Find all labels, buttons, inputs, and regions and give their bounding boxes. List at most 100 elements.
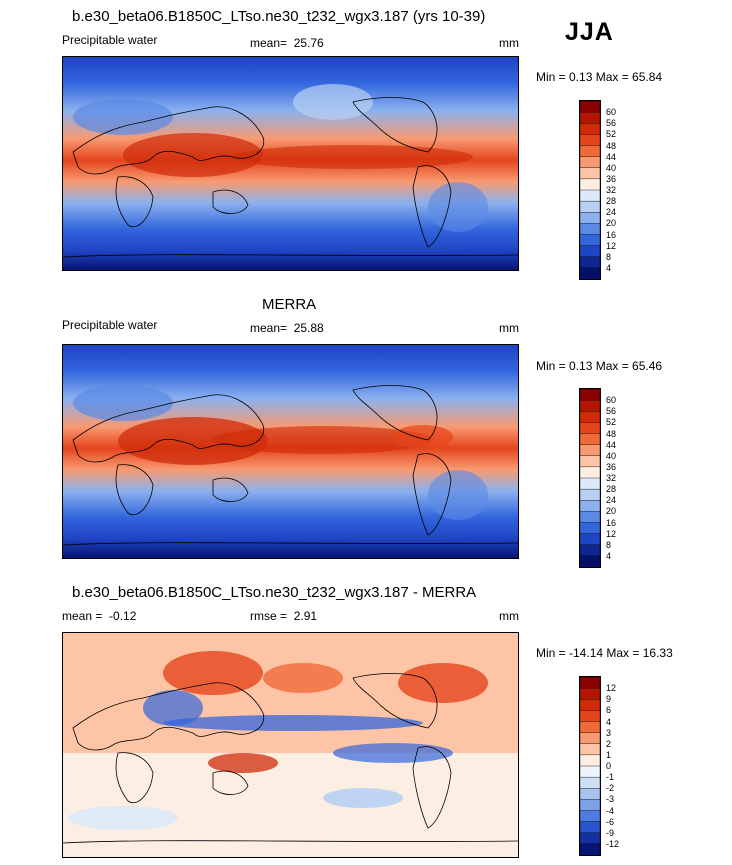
colorbar-swatch — [580, 433, 600, 446]
panel1-colorbar — [579, 100, 601, 280]
colorbar-tick-label: 0 — [606, 761, 612, 771]
colorbar-tick-label: -3 — [606, 794, 615, 805]
colorbar-tick-label: 60 — [606, 107, 617, 118]
colorbar-swatch — [580, 776, 600, 789]
panel2-map — [62, 344, 519, 559]
colorbar-swatch — [580, 444, 600, 457]
panel1-mean-value: 25.76 — [293, 36, 324, 50]
colorbar-tick-label: -1 — [606, 772, 615, 783]
colorbar-swatch — [580, 223, 600, 236]
colorbar-tick-label: 36 — [606, 461, 617, 472]
panel3-mean-value: -0.12 — [109, 609, 137, 623]
colorbar-swatch — [580, 455, 600, 468]
colorbar-swatch — [580, 389, 600, 401]
colorbar-swatch — [580, 477, 600, 490]
panel1-mean-label: mean= — [250, 36, 288, 50]
colorbar-tick-label: 9 — [606, 694, 612, 705]
panel3-colorbar — [579, 676, 601, 856]
colorbar-tick-label: 48 — [606, 428, 617, 439]
colorbar-swatch — [580, 256, 600, 269]
panel1-map — [62, 56, 519, 271]
colorbar-tick-label: 3 — [606, 727, 612, 738]
colorbar-tick-label: 52 — [606, 417, 617, 428]
colorbar-tick-label: 40 — [606, 162, 617, 173]
colorbar-swatch — [580, 488, 600, 501]
colorbar-swatch — [580, 145, 600, 158]
colorbar-tick-label: 6 — [606, 705, 612, 716]
panel2-colorbar — [579, 388, 601, 568]
colorbar-swatch — [580, 732, 600, 745]
colorbar-swatch — [580, 743, 600, 756]
colorbar-tick-label: 16 — [606, 229, 617, 240]
colorbar-swatch — [580, 821, 600, 834]
colorbar-tick-label: 28 — [606, 484, 617, 495]
colorbar-tick-label: 20 — [606, 506, 617, 517]
panel3-rmse-label: rmse = — [250, 609, 288, 623]
colorbar-tick-label: 40 — [606, 450, 617, 461]
colorbar-tick-label: -9 — [606, 827, 615, 838]
colorbar-swatch — [580, 212, 600, 224]
panel2-units: mm — [499, 321, 519, 335]
colorbar-tick-label: 44 — [606, 151, 617, 162]
colorbar-swatch — [580, 544, 600, 557]
colorbar-swatch — [580, 156, 600, 169]
colorbar-tick-label: 28 — [606, 196, 617, 207]
panel2-mean: mean= 25.88 — [250, 321, 324, 335]
colorbar-tick-label: 2 — [606, 738, 612, 749]
colorbar-tick-label: 8 — [606, 539, 612, 550]
colorbar-swatch — [580, 111, 600, 124]
panel1-title: b.e30_beta06.B1850C_LTso.ne30_t232_wgx3.… — [72, 8, 486, 25]
panel2-colorbar-swatches — [580, 389, 600, 567]
colorbar-swatch — [580, 399, 600, 412]
panel3-mean: mean = -0.12 — [62, 609, 136, 623]
colorbar-swatch — [580, 555, 600, 567]
colorbar-tick-label: 8 — [606, 251, 612, 262]
colorbar-swatch — [580, 533, 600, 546]
panel1-field-label: Precipitable water — [62, 33, 158, 47]
colorbar-tick-label: 12 — [606, 683, 617, 694]
colorbar-swatch — [580, 245, 600, 258]
colorbar-tick-label: 56 — [606, 406, 617, 417]
colorbar-swatch — [580, 411, 600, 423]
panel3-rmse-value: 2.91 — [293, 609, 318, 623]
colorbar-swatch — [580, 799, 600, 812]
colorbar-swatch — [580, 123, 600, 135]
panel3-mean-label: mean = — [62, 609, 103, 623]
panel1-minmax: Min = 0.13 Max = 65.84 — [536, 70, 663, 84]
colorbar-tick-label: 60 — [606, 395, 617, 406]
colorbar-tick-label: -2 — [606, 783, 615, 794]
colorbar-swatch — [580, 522, 600, 535]
colorbar-swatch — [580, 843, 600, 855]
colorbar-tick-label: 12 — [606, 528, 617, 539]
colorbar-swatch — [580, 687, 600, 700]
colorbar-swatch — [580, 422, 600, 435]
colorbar-tick-label: 4 — [606, 550, 612, 561]
colorbar-swatch — [580, 788, 600, 800]
colorbar-swatch — [580, 189, 600, 202]
colorbar-swatch — [580, 200, 600, 213]
colorbar-tick-label: 24 — [606, 495, 617, 506]
colorbar-swatch — [580, 721, 600, 734]
colorbar-swatch — [580, 178, 600, 191]
colorbar-swatch — [580, 234, 600, 247]
panel2-mean-value: 25.88 — [293, 321, 324, 335]
panel1-units: mm — [499, 36, 519, 50]
panel3-map — [62, 632, 519, 858]
colorbar-tick-label: 20 — [606, 218, 617, 229]
colorbar-swatch — [580, 101, 600, 113]
panel3-rmse: rmse = 2.91 — [250, 609, 317, 623]
colorbar-swatch — [580, 677, 600, 689]
colorbar-tick-label: 48 — [606, 140, 617, 151]
colorbar-tick-label: 32 — [606, 185, 617, 195]
colorbar-tick-label: 36 — [606, 173, 617, 184]
colorbar-tick-label: 12 — [606, 240, 617, 251]
colorbar-swatch — [580, 134, 600, 147]
colorbar-tick-label: -12 — [606, 838, 620, 849]
colorbar-tick-label: 44 — [606, 439, 617, 450]
colorbar-swatch — [580, 167, 600, 180]
colorbar-tick-label: 4 — [606, 716, 612, 727]
panel3-colorbar-swatches — [580, 677, 600, 855]
panel3-title: b.e30_beta06.B1850C_LTso.ne30_t232_wgx3.… — [72, 584, 477, 601]
panel1-mean: mean= 25.76 — [250, 36, 324, 50]
colorbar-swatch — [580, 754, 600, 767]
